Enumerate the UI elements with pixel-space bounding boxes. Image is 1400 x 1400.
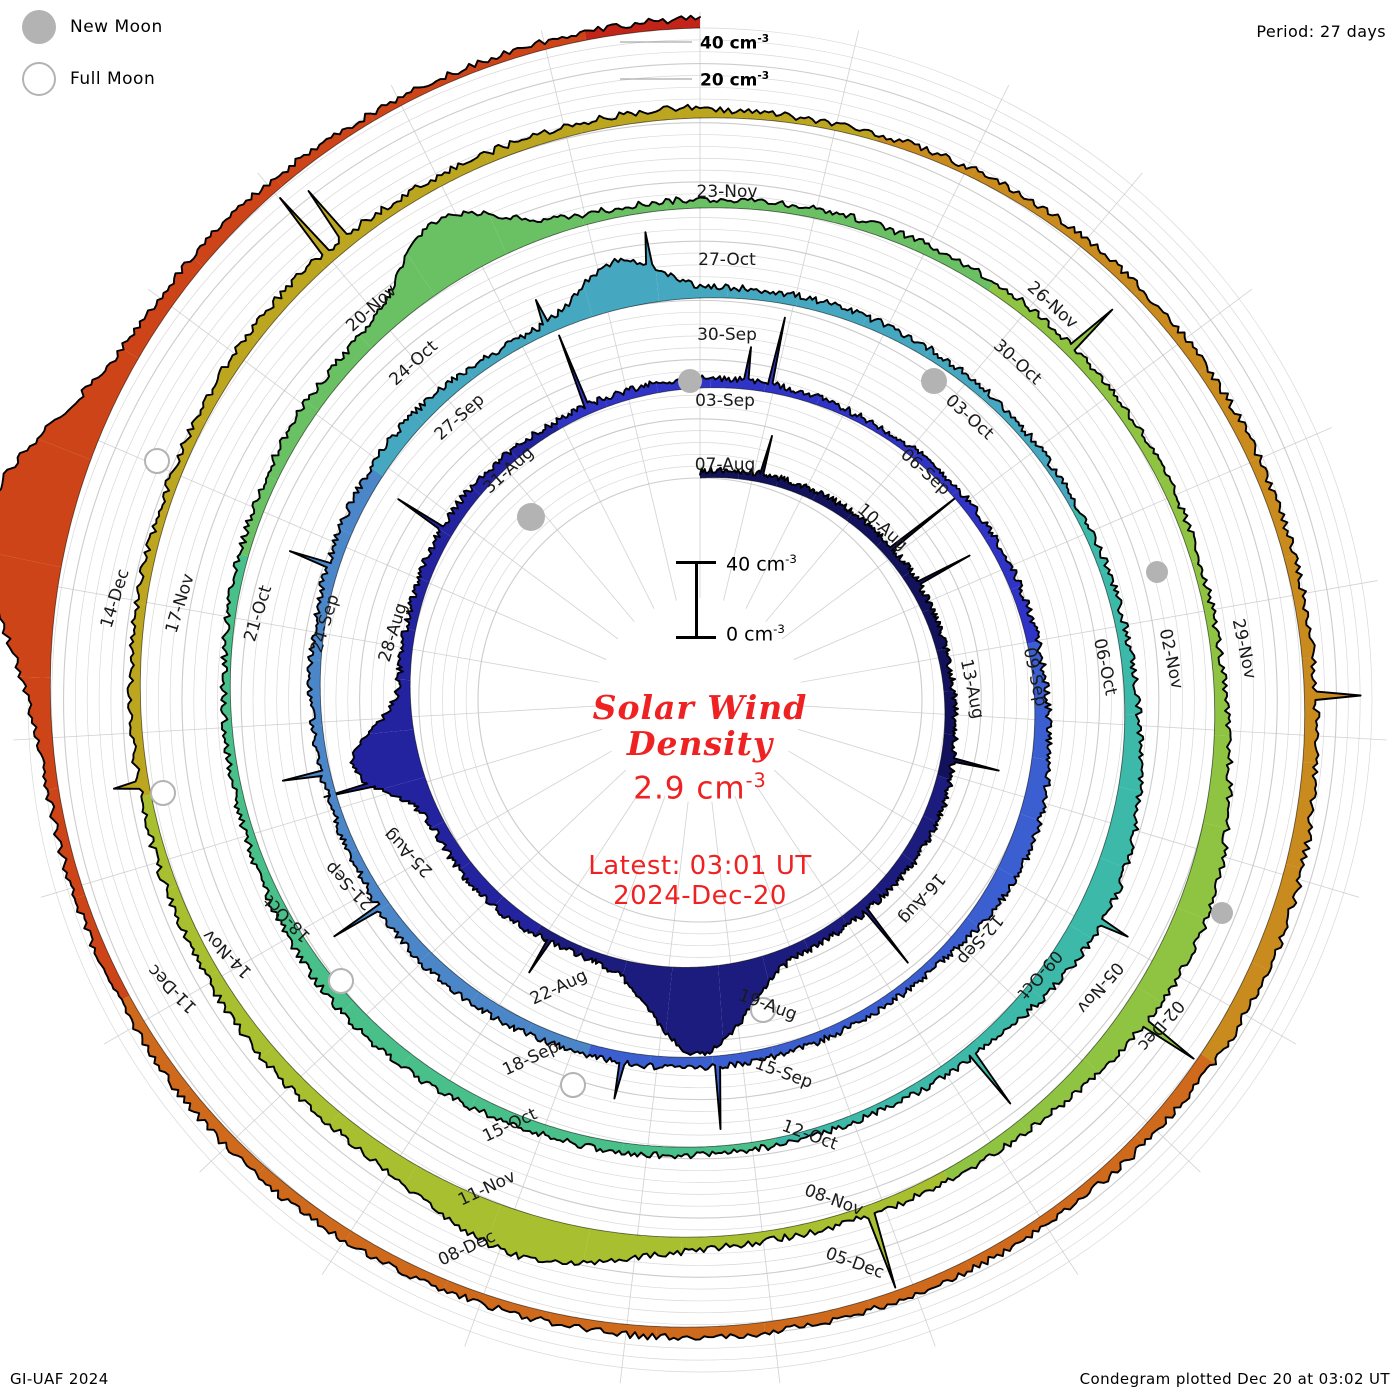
date-label: 09-Sep: [1019, 646, 1051, 709]
period-note: Period: 27 days: [1256, 22, 1386, 41]
legend-label-new-moon: New Moon: [70, 17, 163, 37]
date-label: 06-Sep: [896, 445, 954, 500]
footer-plot-time: Condegram plotted Dec 20 at 03:02 UT: [1079, 1370, 1390, 1388]
legend-label-full-moon: Full Moon: [70, 69, 156, 89]
chart-title-line1: Solar Wind: [592, 688, 808, 727]
date-label: 27-Oct: [698, 250, 756, 270]
latest-date: 2024-Dec-20: [613, 880, 787, 911]
radial-tick-40: 40 cm-3: [700, 33, 769, 54]
chart-title: Solar Wind Density: [440, 690, 960, 761]
date-label: 08-Nov: [802, 1180, 866, 1220]
full-moon-icon: [22, 62, 56, 96]
latest-time: Latest: 03:01 UT: [588, 850, 812, 881]
latest-timestamp: Latest: 03:01 UT 2024-Dec-20: [440, 851, 960, 911]
scale-bar-bottom-value: 0 cm: [726, 623, 774, 646]
full-moon-marker: [144, 448, 170, 474]
density-scale-bar: [676, 561, 716, 639]
current-density-number: 2.9 cm: [633, 770, 746, 807]
full-moon-marker: [560, 1072, 586, 1098]
date-label: 21-Oct: [240, 583, 276, 644]
new-moon-marker: [921, 368, 947, 394]
date-label: 03-Sep: [695, 391, 755, 411]
date-label: 06-Oct: [1089, 637, 1121, 698]
new-moon-marker: [1211, 902, 1233, 924]
chart-title-line2: Density: [626, 723, 774, 763]
date-label: 02-Nov: [1155, 627, 1187, 691]
date-label: 22-Aug: [527, 966, 590, 1010]
full-moon-marker: [328, 968, 354, 994]
radial-tick-leaders: [620, 41, 692, 80]
full-moon-marker: [150, 780, 176, 806]
radial-tick-20-exp: -3: [757, 70, 770, 82]
footer-credit: GI-UAF 2024: [10, 1370, 109, 1388]
solar-wind-density-spiral: [0, 14, 1362, 1341]
date-label: 26-Nov: [1023, 277, 1082, 333]
date-label: 25-Aug: [380, 824, 437, 881]
date-label: 12-Oct: [779, 1116, 840, 1155]
radial-tick-40-exp: -3: [757, 33, 770, 45]
center-readout: Solar Wind Density 2.9 cm-3 Latest: 03:0…: [440, 690, 960, 911]
scale-bar-top-exp: -3: [785, 552, 797, 566]
scale-bar-top-label: 40 cm-3: [726, 552, 797, 575]
scale-bar-top-value: 40 cm: [726, 553, 786, 576]
date-label: 30-Oct: [989, 336, 1045, 390]
date-label: 07-Aug: [695, 455, 756, 475]
date-label: 11-Dec: [144, 960, 201, 1017]
current-density-value: 2.9 cm-3: [440, 769, 960, 806]
legend-item-full-moon: Full Moon: [22, 62, 155, 96]
date-label: 13-Aug: [956, 657, 988, 720]
scale-bar-bottom-label: 0 cm-3: [726, 622, 785, 645]
date-label: 18-Oct: [260, 891, 315, 946]
moon-phase-markers: [144, 368, 1233, 1098]
date-label: 23-Nov: [697, 182, 758, 202]
radial-tick-20-text: 20 cm: [700, 70, 758, 91]
date-label: 15-Sep: [752, 1054, 815, 1093]
legend-item-new-moon: New Moon: [22, 10, 163, 44]
scale-bar-bottom-exp: -3: [773, 622, 785, 636]
new-moon-marker: [678, 369, 702, 393]
new-moon-marker: [517, 503, 545, 531]
radial-tick-40-text: 40 cm: [700, 33, 758, 54]
new-moon-icon: [22, 10, 56, 44]
date-label: 29-Nov: [1228, 617, 1260, 681]
date-label: 18-Sep: [500, 1037, 563, 1080]
full-moon-marker: [750, 997, 776, 1023]
date-label: 05-Nov: [1072, 958, 1127, 1017]
radial-tick-20: 20 cm-3: [700, 70, 769, 91]
current-density-exp: -3: [745, 769, 767, 793]
date-label: 17-Nov: [162, 571, 199, 635]
date-label: 30-Sep: [697, 325, 757, 345]
new-moon-marker: [1146, 561, 1168, 583]
